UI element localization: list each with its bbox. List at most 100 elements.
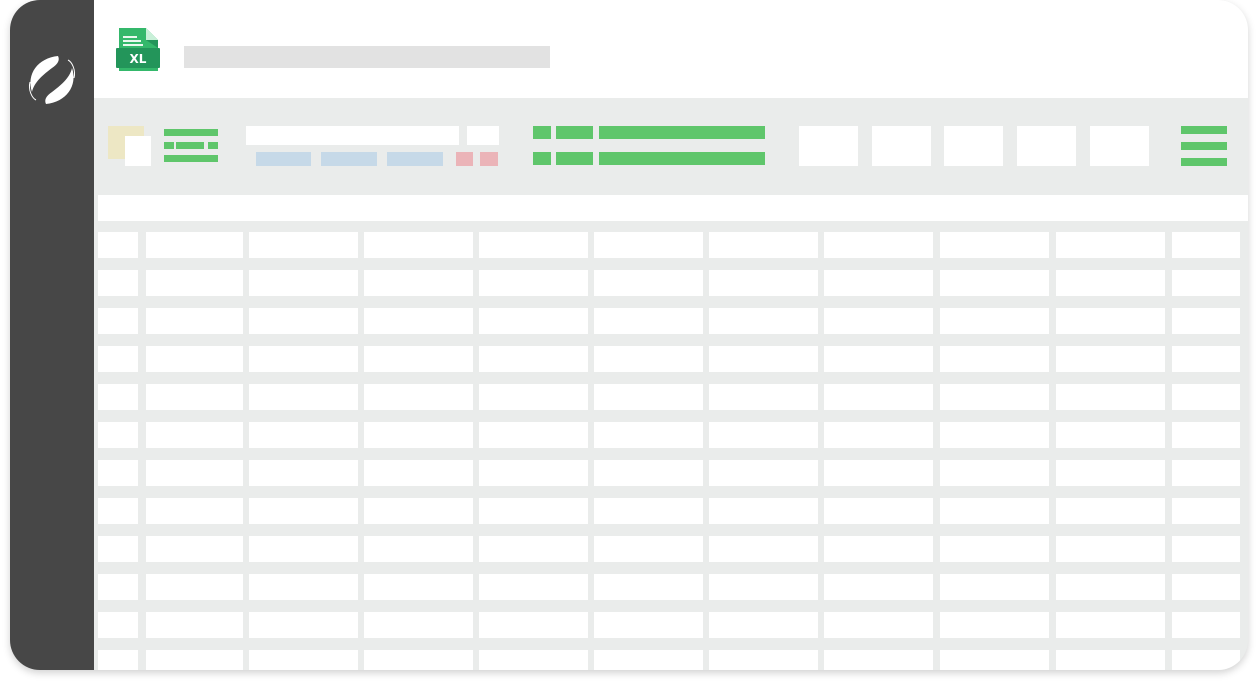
row-header-cell[interactable] [98,422,138,448]
grid-cell[interactable] [364,384,473,410]
grid-cell[interactable] [1056,422,1165,448]
grid-cell[interactable] [1172,536,1240,562]
grid-cell[interactable] [709,498,818,524]
formula-bar[interactable] [98,195,1248,221]
grid-cell[interactable] [824,460,933,486]
grid-cell[interactable] [709,460,818,486]
grid-cell[interactable] [824,498,933,524]
grid-cell[interactable] [1056,650,1165,670]
grid-cell[interactable] [709,574,818,600]
grid-cell[interactable] [1056,270,1165,296]
grid-cell[interactable] [709,232,818,258]
row-header-cell[interactable] [98,574,138,600]
grid-cell[interactable] [479,422,588,448]
grid-cell[interactable] [146,346,243,372]
grid-cell[interactable] [1056,460,1165,486]
grid-cell[interactable] [249,308,358,334]
grid-cell[interactable] [146,384,243,410]
grid-cell[interactable] [249,270,358,296]
grid-cell[interactable] [824,308,933,334]
grid-cell[interactable] [1172,308,1240,334]
grid-cell[interactable] [364,536,473,562]
grid-cell[interactable] [940,460,1049,486]
grid-cell[interactable] [146,536,243,562]
grid-cell[interactable] [146,650,243,670]
grid-cell[interactable] [249,422,358,448]
grid-cell[interactable] [709,270,818,296]
grid-cell[interactable] [1172,346,1240,372]
row-header-cell[interactable] [98,460,138,486]
grid-cell[interactable] [364,308,473,334]
grid-cell[interactable] [1172,270,1240,296]
grid-cell[interactable] [364,650,473,670]
grid-cell[interactable] [824,384,933,410]
italic-button[interactable] [321,152,377,166]
grid-cell[interactable] [249,612,358,638]
grid-cell[interactable] [146,612,243,638]
grid-cell[interactable] [709,536,818,562]
grid-cell[interactable] [1172,232,1240,258]
grid-cell[interactable] [1056,232,1165,258]
paste-icon[interactable] [108,126,152,166]
grid-cell[interactable] [479,574,588,600]
style-button-4[interactable] [1017,126,1076,166]
grid-cell[interactable] [364,612,473,638]
grid-cell[interactable] [249,536,358,562]
grid-cell[interactable] [249,346,358,372]
grid-cell[interactable] [594,308,703,334]
style-button-3[interactable] [944,126,1003,166]
grid-cell[interactable] [709,612,818,638]
grid-cell[interactable] [709,346,818,372]
grid-cell[interactable] [479,308,588,334]
grid-cell[interactable] [594,574,703,600]
grid-cell[interactable] [479,612,588,638]
row-header-cell[interactable] [98,498,138,524]
style-button-1[interactable] [799,126,858,166]
grid-cell[interactable] [824,422,933,448]
grid-cell[interactable] [594,536,703,562]
grid-cell[interactable] [1172,384,1240,410]
grid-cell[interactable] [1056,308,1165,334]
grid-cell[interactable] [146,574,243,600]
row-header-cell[interactable] [98,308,138,334]
grid-cell[interactable] [364,270,473,296]
fill-color-button[interactable] [456,152,473,166]
grid-cell[interactable] [594,422,703,448]
grid-cell[interactable] [824,536,933,562]
grid-cell[interactable] [479,384,588,410]
number-format-icon[interactable] [533,126,765,166]
document-title-placeholder[interactable] [184,46,550,68]
grid-cell[interactable] [479,536,588,562]
grid-cell[interactable] [940,232,1049,258]
grid-cell[interactable] [1172,612,1240,638]
row-header-cell[interactable] [98,270,138,296]
grid-cell[interactable] [940,346,1049,372]
grid-cell[interactable] [364,574,473,600]
font-size-field[interactable] [467,126,499,145]
align-icon[interactable] [164,129,218,163]
grid-cell[interactable] [146,422,243,448]
leaf-swirl-logo-icon[interactable] [24,52,80,108]
grid-cell[interactable] [1056,384,1165,410]
grid-cell[interactable] [824,270,933,296]
menu-icon[interactable] [1181,126,1227,166]
grid-cell[interactable] [146,308,243,334]
grid-cell[interactable] [940,536,1049,562]
grid-cell[interactable] [940,498,1049,524]
grid-cell[interactable] [594,612,703,638]
grid-cell[interactable] [940,270,1049,296]
grid-cell[interactable] [1056,612,1165,638]
grid-cell[interactable] [249,384,358,410]
font-name-field[interactable] [246,126,459,145]
grid-cell[interactable] [824,346,933,372]
grid-cell[interactable] [824,612,933,638]
grid-cell[interactable] [940,612,1049,638]
grid-cell[interactable] [364,346,473,372]
grid-cell[interactable] [1056,536,1165,562]
grid-cell[interactable] [940,650,1049,670]
grid-cell[interactable] [594,384,703,410]
grid-cell[interactable] [364,422,473,448]
row-header-cell[interactable] [98,384,138,410]
grid-cell[interactable] [364,232,473,258]
bold-button[interactable] [256,152,311,166]
